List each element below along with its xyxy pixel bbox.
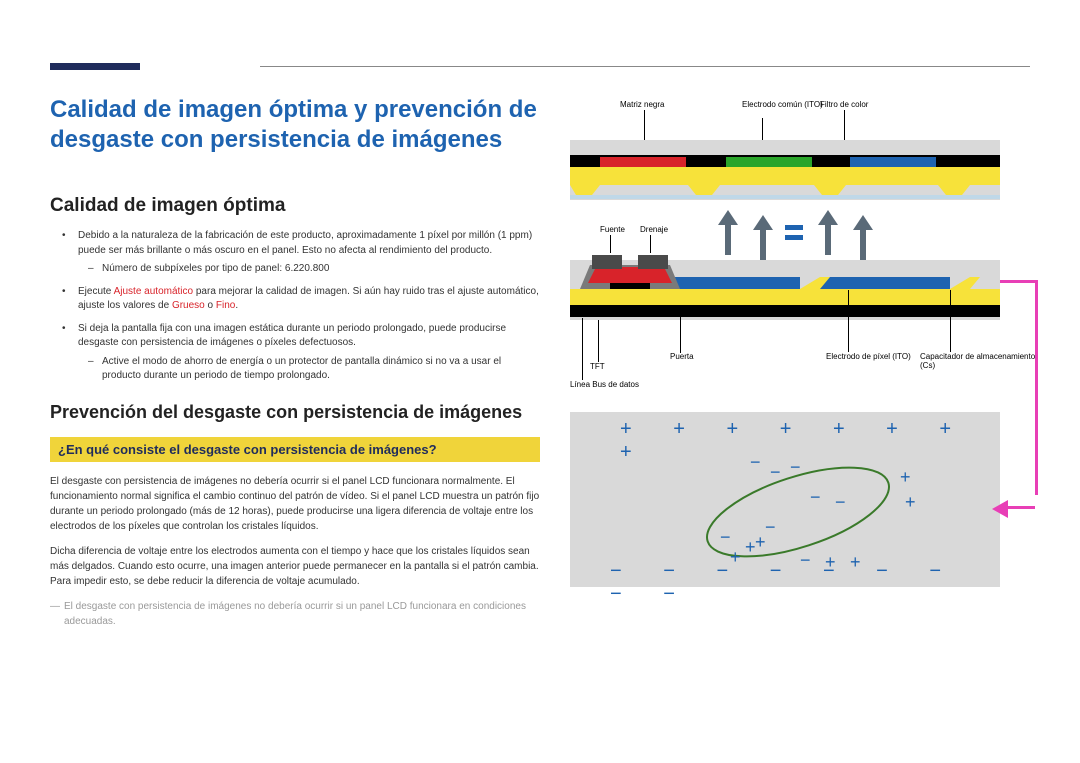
page-title: Calidad de imagen óptima y prevención de… (50, 95, 540, 155)
minus-symbol: − (765, 517, 776, 538)
leader (650, 235, 651, 253)
plus-symbol: + (825, 552, 836, 573)
plus-symbol: + (755, 532, 766, 553)
label-filtro: Filtro de color (820, 100, 868, 109)
minus-symbol: − (720, 527, 731, 548)
bullet-1-text: Debido a la naturaleza de la fabricación… (78, 230, 532, 256)
b2-red2: Grueso (172, 300, 205, 311)
plus-symbol: + (730, 547, 741, 568)
minus-symbol: − (790, 457, 801, 478)
para-2: Dicha diferencia de voltaje entre los el… (50, 544, 540, 589)
label-drenaje: Drenaje (640, 225, 668, 234)
label-puerta: Puerta (670, 352, 694, 361)
bullet-1: Debido a la naturaleza de la fabricación… (68, 229, 540, 277)
section1-heading: Calidad de imagen óptima (50, 195, 540, 217)
accent-bar (50, 63, 140, 70)
leader (610, 235, 611, 253)
leader (598, 320, 599, 362)
label-tft: TFT (590, 362, 605, 371)
bullet-3: Si deja la pantalla fija con una imagen … (68, 322, 540, 384)
leader (680, 305, 681, 353)
minus-symbol: − (770, 462, 781, 483)
section2-subheading: ¿En qué consiste el desgaste con persist… (50, 437, 540, 462)
plus-symbol: + (905, 492, 916, 513)
pink-connector (1035, 280, 1038, 495)
pink-connector (1000, 280, 1038, 283)
lower-layers (570, 235, 1000, 325)
section1-list: Debido a la naturaleza de la fabricación… (50, 229, 540, 384)
leader (848, 290, 849, 352)
minus-symbol: − (835, 492, 846, 513)
label-capacitador: Capacitador de almacenamiento (Cs) (920, 352, 1050, 370)
divider (260, 66, 1030, 67)
sub-3: Active el modo de ahorro de energía o un… (92, 355, 540, 384)
cross-section-diagram: Matriz negra Electrodo común (ITO) Filtr… (570, 100, 1050, 400)
label-fuente: Fuente (600, 225, 625, 234)
section2-heading: Prevención del desgaste con persistencia… (50, 402, 540, 423)
right-column: Matriz negra Electrodo común (ITO) Filtr… (570, 100, 1050, 587)
leader (582, 318, 583, 380)
voltage-diagram: + + + + + + + + − − − − − − − − − −−−+−−… (570, 412, 1000, 587)
b2-pre: Ejecute (78, 286, 114, 297)
plus-symbol: + (900, 467, 911, 488)
label-electrodo-pixel: Electrodo de píxel (ITO) (826, 352, 911, 361)
label-linea-bus: Línea Bus de datos (570, 380, 639, 389)
b2-end: . (235, 300, 238, 311)
b2-red1: Ajuste automático (114, 286, 194, 297)
minus-symbol: − (800, 550, 811, 571)
b2-red3: Fino (216, 300, 235, 311)
footnote: El desgaste con persistencia de imágenes… (50, 599, 540, 629)
ellipse-overlay (570, 412, 1000, 587)
left-column: Calidad de imagen óptima y prevención de… (50, 95, 540, 629)
pink-connector (1000, 506, 1035, 509)
label-electrodo-comun: Electrodo común (ITO) (742, 100, 823, 109)
minus-symbol: − (750, 452, 761, 473)
label-matriz: Matriz negra (620, 100, 664, 109)
para-1: El desgaste con persistencia de imágenes… (50, 474, 540, 534)
leader (950, 290, 951, 352)
bullet-2: Ejecute Ajuste automático para mejorar l… (68, 285, 540, 314)
minus-symbol: − (810, 487, 821, 508)
b2-mid2: o (205, 300, 216, 311)
plus-symbol: + (745, 537, 756, 558)
sub-1: Número de subpíxeles por tipo de panel: … (92, 262, 540, 277)
bullet-3-text: Si deja la pantalla fija con una imagen … (78, 323, 506, 349)
plus-symbol: + (850, 552, 861, 573)
pink-arrowhead-icon (990, 500, 1008, 518)
